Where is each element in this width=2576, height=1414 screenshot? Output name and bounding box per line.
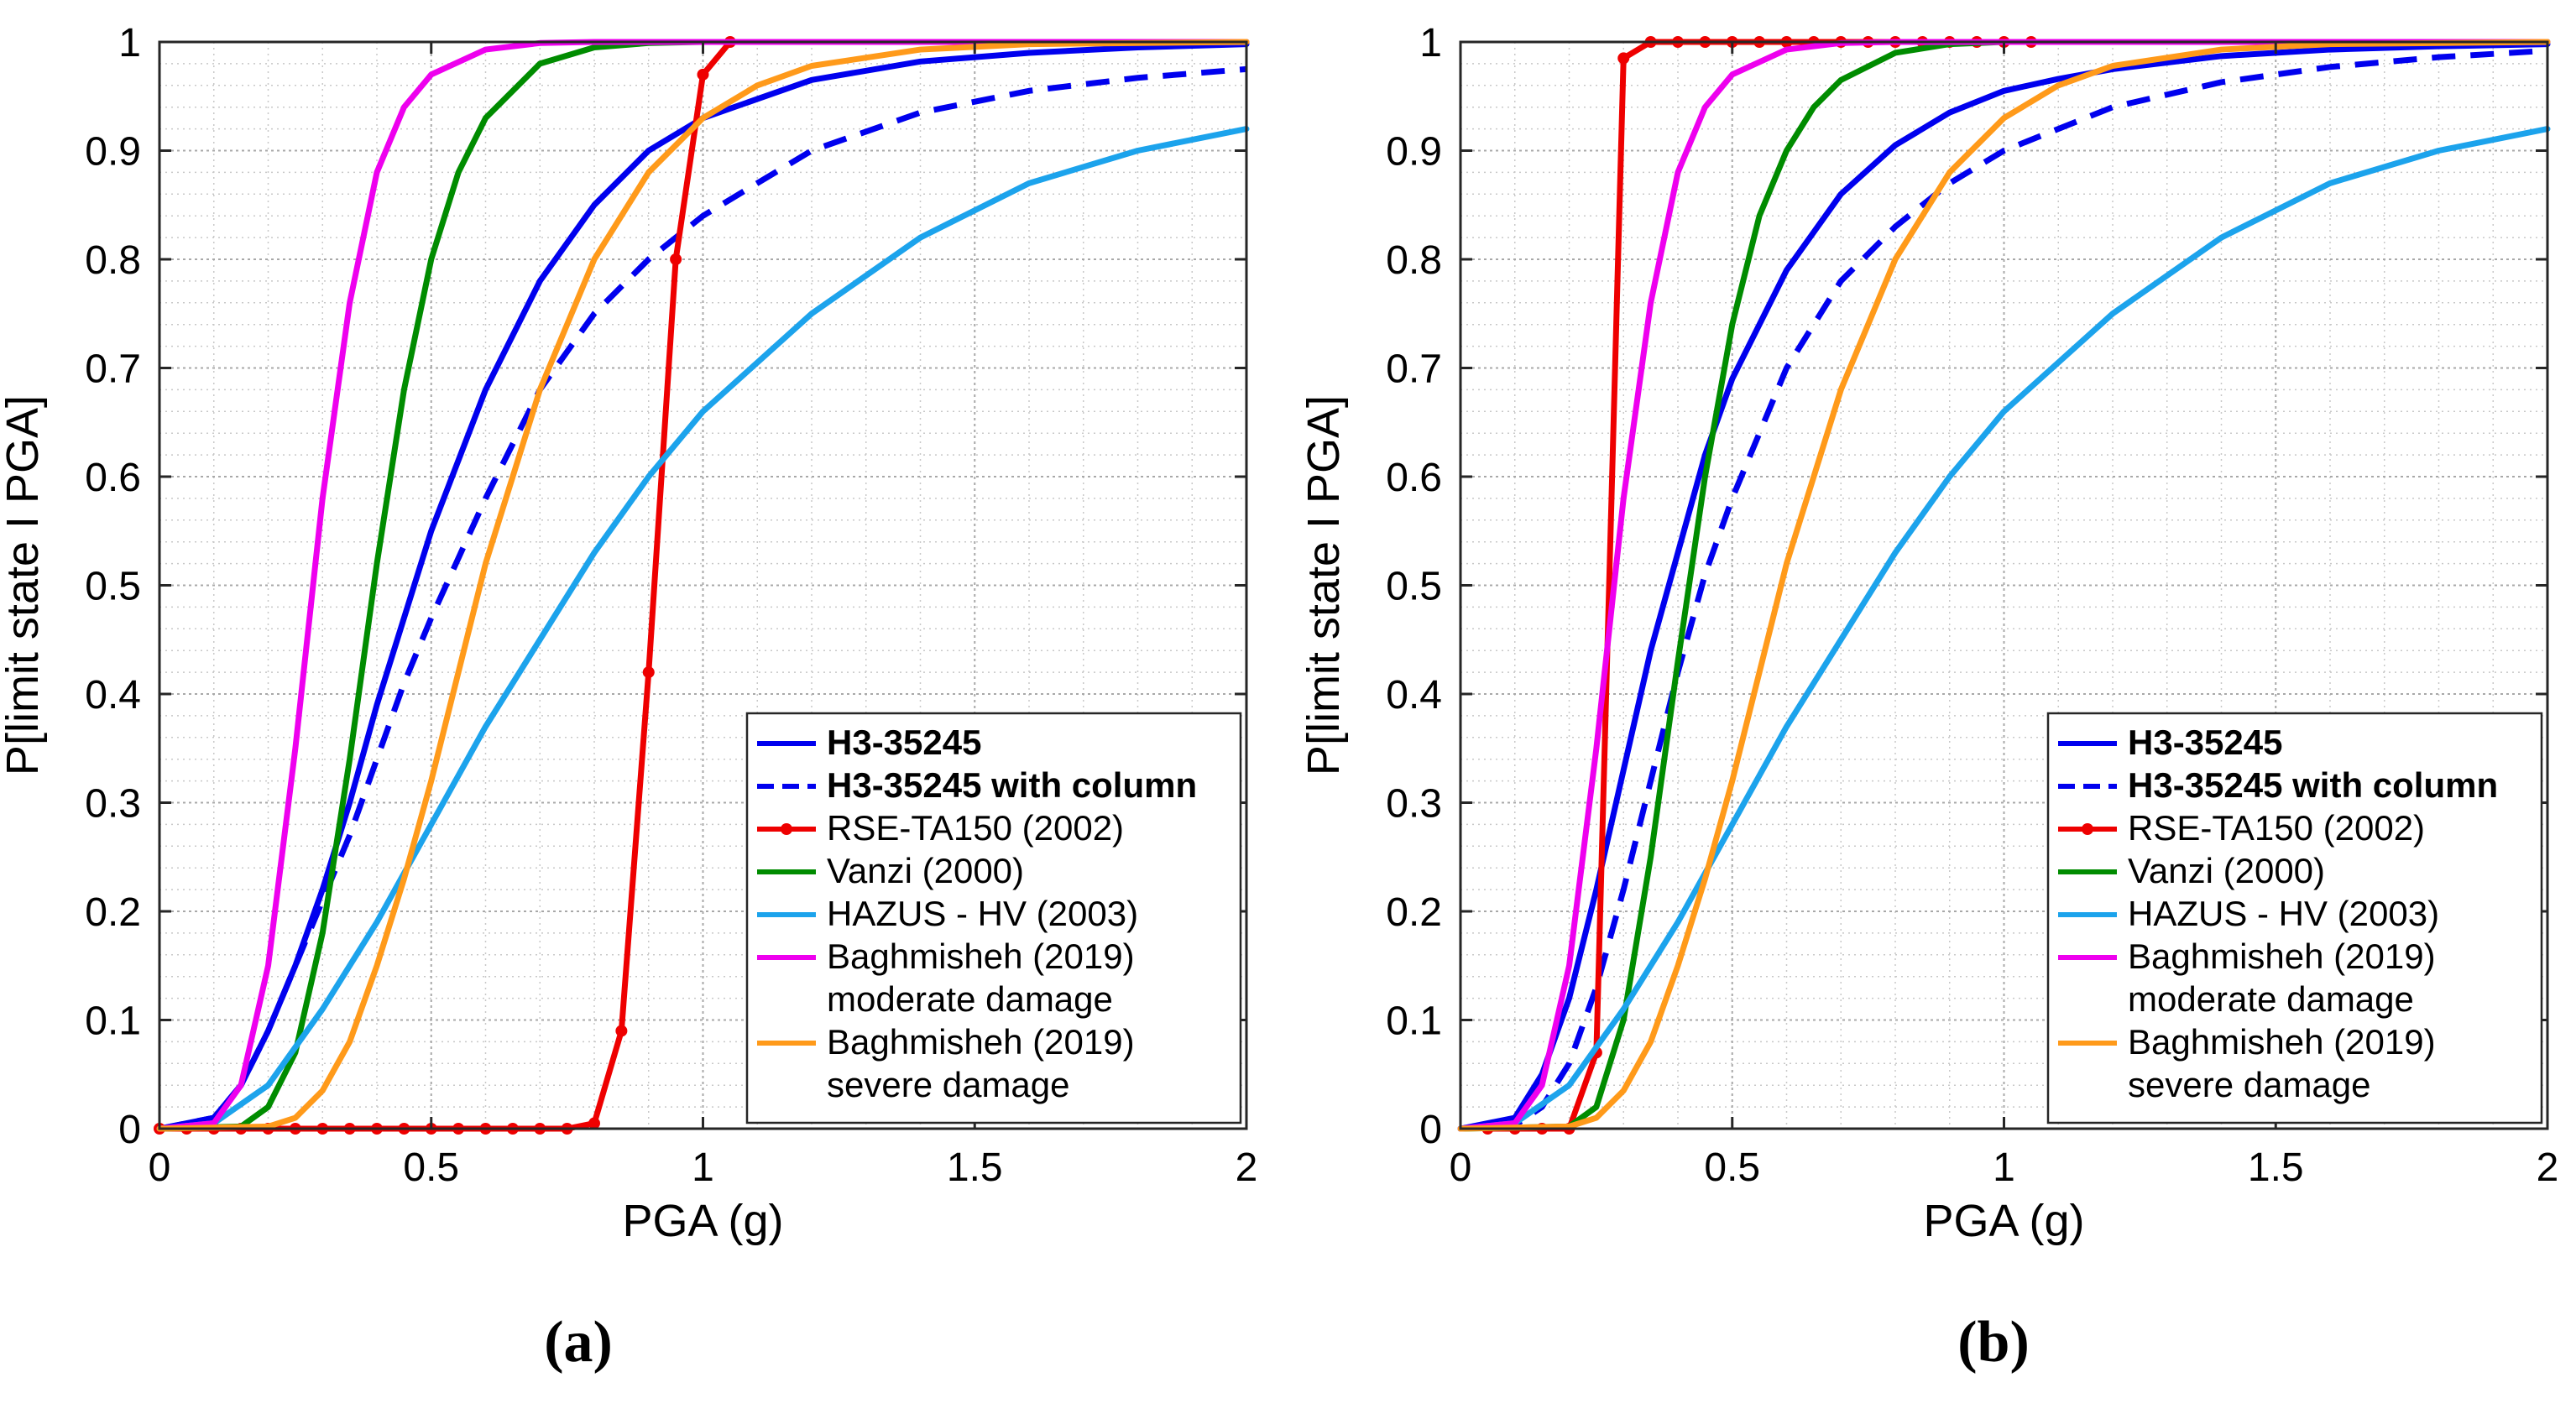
x-tick-label: 1.5	[947, 1145, 1003, 1190]
data-point	[697, 68, 709, 81]
caption-a: (a)	[544, 1310, 613, 1375]
y-axis-label: P[limit state I PGA]	[0, 395, 48, 775]
legend-label: Baghmisheh (2019)	[827, 937, 1135, 976]
y-tick-label: 0	[1419, 1108, 1442, 1152]
data-point	[1617, 52, 1630, 65]
legend-label: HAZUS - HV (2003)	[827, 894, 1138, 933]
legend-label: Vanzi (2000)	[827, 851, 1024, 890]
series-line-6	[156, 39, 1250, 1132]
y-tick-label: 0.6	[85, 456, 141, 500]
x-tick-label: 1.5	[2248, 1145, 2304, 1190]
y-tick-label: 0.4	[85, 673, 141, 717]
x-tick-label: 1	[692, 1145, 714, 1190]
series-line-4	[1457, 126, 2551, 1132]
y-tick-label: 0.5	[85, 565, 141, 609]
y-tick-label: 1	[1419, 21, 1442, 65]
series-line-1	[159, 65, 1247, 1132]
y-tick-label: 0.3	[1386, 782, 1442, 827]
x-tick-label: 2	[1236, 1145, 1258, 1190]
legend-label: Vanzi (2000)	[2128, 851, 2325, 890]
series-line-5	[156, 39, 1250, 1132]
y-tick-label: 0.6	[1386, 456, 1442, 500]
series-line-1	[1460, 47, 2548, 1132]
series-line-5	[1457, 39, 2551, 1132]
series-line-0	[1457, 41, 2551, 1132]
legend-label: severe damage	[2128, 1065, 2371, 1104]
y-tick-label: 0.3	[85, 782, 141, 827]
legend-label: Baghmisheh (2019)	[2128, 1022, 2436, 1062]
legend-label: severe damage	[827, 1065, 1070, 1104]
chart-panel-b: 0 0.5 1 1.5 2 0 0.1 0.2 0.3 0.4 0.5 0.6 0.7 0.8 0.9 1 PG…	[1298, 21, 2558, 1246]
legend-label: Baghmisheh (2019)	[2128, 937, 2436, 976]
x-tick-label: 0.5	[1704, 1145, 1760, 1190]
series-line-4	[156, 126, 1250, 1132]
x-tick-label: 0.5	[403, 1145, 459, 1190]
y-tick-label: 0.7	[85, 347, 141, 392]
data-point	[615, 1025, 628, 1037]
legend-label: H3-35245 with column	[827, 765, 1197, 805]
x-tick-label: 0	[1450, 1145, 1472, 1190]
legend-label: RSE-TA150 (2002)	[2128, 808, 2425, 848]
y-tick-label: 0.5	[1386, 565, 1442, 609]
data-point	[642, 666, 655, 679]
y-tick-label: 0.2	[1386, 890, 1442, 935]
data-point	[670, 253, 682, 265]
series-line-3	[156, 39, 1250, 1132]
y-tick-label: 0.2	[85, 890, 141, 935]
y-tick-label: 0.9	[1386, 130, 1442, 175]
legend-label: H3-35245 with column	[2128, 765, 2498, 805]
y-tick-label: 0.8	[1386, 238, 1442, 283]
x-axis-label: PGA (g)	[622, 1196, 783, 1246]
x-tick-label: 1	[1993, 1145, 2015, 1190]
legend-label: RSE-TA150 (2002)	[827, 808, 1124, 848]
legend-label: Baghmisheh (2019)	[827, 1022, 1135, 1062]
y-tick-label: 0.1	[85, 999, 141, 1044]
legend-marker	[2082, 823, 2093, 835]
legend-label: H3-35245	[2128, 723, 2282, 762]
y-tick-label: 0	[118, 1108, 141, 1152]
legend-marker	[781, 823, 792, 835]
chart-panel-a: 0 0.5 1 1.5 2 0 0.1 0.2 0.3 0.4 0.5 0.6 0.7 0.8 0.9 1 PG…	[0, 21, 1257, 1246]
data-point	[588, 1117, 600, 1130]
series-line-6	[1457, 39, 2551, 1132]
x-tick-label: 2	[2537, 1145, 2559, 1190]
y-tick-label: 0.7	[1386, 347, 1442, 392]
legend-box	[745, 712, 1242, 1124]
y-axis-label: P[limit state I PGA]	[1298, 395, 1349, 775]
legend-label: moderate damage	[827, 979, 1113, 1019]
y-tick-label: 0.4	[1386, 673, 1442, 717]
caption-b: (b)	[1957, 1310, 2030, 1375]
legend-box	[2046, 712, 2543, 1124]
legend-label: H3-35245	[827, 723, 981, 762]
y-tick-label: 0.1	[1386, 999, 1442, 1044]
y-tick-label: 0.9	[85, 130, 141, 175]
legend-label: moderate damage	[2128, 979, 2414, 1019]
y-tick-label: 0.8	[85, 238, 141, 283]
x-axis-label: PGA (g)	[1923, 1196, 2084, 1246]
series-line-3	[1457, 39, 2551, 1132]
y-tick-label: 1	[118, 21, 141, 65]
legend-label: HAZUS - HV (2003)	[2128, 894, 2439, 933]
x-tick-label: 0	[149, 1145, 171, 1190]
